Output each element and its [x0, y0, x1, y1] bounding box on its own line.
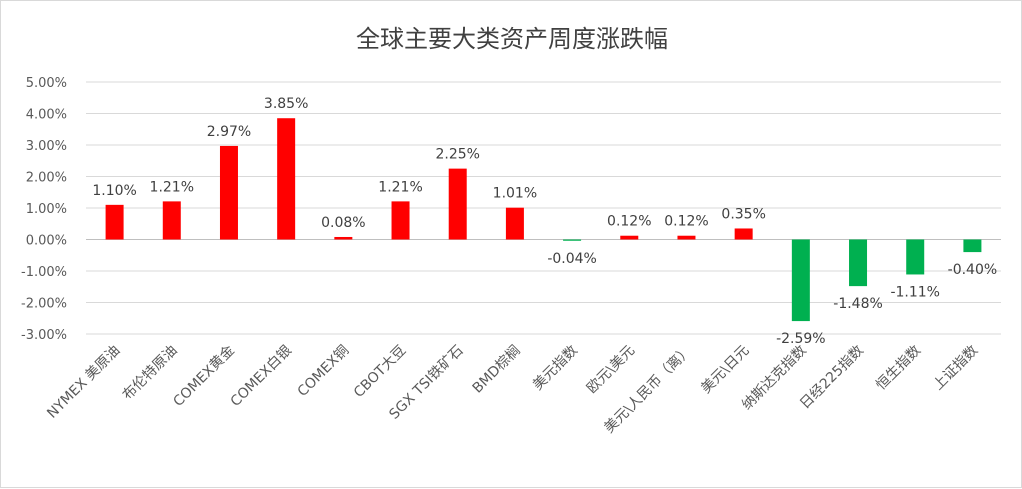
y-tick-label: 1.00% — [26, 202, 67, 217]
bar — [734, 228, 753, 240]
data-label: 0.12% — [664, 214, 708, 230]
y-tick-label: -2.00% — [21, 297, 67, 312]
category-label: 布伦特原油 — [120, 343, 181, 404]
data-label: 1.21% — [150, 179, 194, 195]
bar — [448, 168, 467, 240]
category-label: CBOT大豆 — [351, 343, 409, 401]
data-label: -0.04% — [547, 251, 597, 267]
category-label: BMD棕榈 — [470, 343, 524, 397]
bar — [162, 201, 181, 240]
data-label: -1.11% — [890, 284, 940, 300]
bar — [620, 235, 639, 240]
bar — [391, 201, 410, 240]
y-tick-label: 5.00% — [26, 76, 67, 91]
category-label: COMEX铜 — [295, 343, 352, 400]
data-label: 3.85% — [264, 96, 308, 112]
bar — [963, 239, 982, 253]
data-label: 2.97% — [207, 124, 251, 140]
data-label: -2.59% — [776, 331, 826, 347]
bar — [219, 145, 238, 240]
data-label: -1.48% — [833, 296, 883, 312]
y-tick-label: -3.00% — [21, 328, 67, 343]
category-label: 恒生指数 — [873, 343, 924, 394]
y-tick-label: 2.00% — [26, 171, 67, 186]
data-label: 0.12% — [607, 214, 651, 230]
bar — [334, 236, 353, 240]
category-label: 美元\日元 — [698, 343, 752, 397]
data-label: 0.08% — [321, 215, 365, 231]
bar — [505, 207, 524, 240]
data-label: 0.35% — [721, 206, 765, 222]
bar — [277, 118, 296, 240]
data-label: 1.01% — [493, 186, 537, 202]
y-tick-label: 4.00% — [26, 108, 67, 123]
y-tick-label: 0.00% — [26, 234, 67, 249]
bar — [791, 239, 810, 322]
category-label: NYMEX 美原油 — [44, 343, 123, 422]
chart-title: 全球主要大类资产周度涨跌幅 — [356, 25, 668, 53]
category-label: 美元指数 — [530, 343, 581, 394]
data-label: -0.40% — [948, 262, 998, 278]
y-tick-label: -1.00% — [21, 265, 67, 280]
data-label: 1.10% — [92, 183, 136, 199]
data-label: 2.25% — [435, 147, 479, 163]
bar — [677, 235, 696, 240]
category-label: 欧元\美元 — [584, 343, 638, 397]
category-label: COMEX白银 — [228, 343, 295, 410]
bar — [906, 239, 925, 275]
category-label: 上证指数 — [930, 343, 981, 394]
y-tick-label: 3.00% — [26, 139, 67, 154]
data-label: 1.21% — [378, 179, 422, 195]
bar — [849, 239, 868, 287]
bar — [105, 204, 124, 240]
bar — [563, 239, 582, 241]
